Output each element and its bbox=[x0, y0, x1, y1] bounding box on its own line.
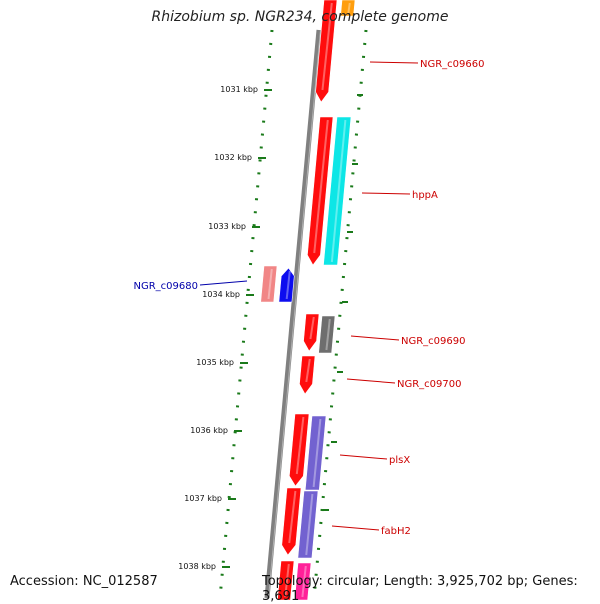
scale-tick-label: 1031 kbp bbox=[220, 85, 258, 94]
scale-tick-label: 1036 kbp bbox=[190, 426, 228, 435]
gene-label-NGR_c09660[interactable]: NGR_c09660 bbox=[420, 59, 485, 70]
cds-bottom-red-shade bbox=[284, 563, 290, 598]
cds-fabH2-purple-shade bbox=[305, 493, 314, 556]
gene-label-NGR_c09690[interactable]: NGR_c09690 bbox=[401, 336, 466, 347]
gene-leader-line bbox=[350, 335, 400, 341]
scale-tick-label: 1032 kbp bbox=[214, 153, 252, 162]
gene-label-fabH2[interactable]: fabH2 bbox=[381, 526, 411, 537]
scale-tick-label: 1035 kbp bbox=[196, 358, 234, 367]
gene-leader-line bbox=[369, 61, 419, 64]
scale-ticks: 1031 kbp 1032 kbp 1033 kbp 1034 kbp 1035 kbp… bbox=[178, 85, 272, 571]
cds-NGR_c09680-pink-shade bbox=[267, 268, 273, 300]
cds-orange-top bbox=[340, 0, 356, 17]
cds-orange-top-shade bbox=[347, 2, 351, 14]
cds-fabH2-purple bbox=[297, 490, 319, 559]
cds-plsX-purple-shade bbox=[312, 418, 322, 488]
gene-labels: NGR_c09660 hppA NGR_c09680 NGR_c09690 NGR_c0… bbox=[134, 59, 485, 537]
cds-bottom-magenta-shade bbox=[301, 565, 307, 598]
left-dotted-track bbox=[218, 29, 274, 599]
scale-tick-label: 1037 kbp bbox=[184, 494, 222, 503]
cds-NGR_c09690-red bbox=[303, 313, 320, 352]
genome-backbone bbox=[264, 29, 322, 599]
genome-title: Rhizobium sp. NGR234, complete genome bbox=[151, 9, 449, 25]
cds-hppA-cyan-shade bbox=[330, 119, 347, 263]
cds-bottom-red bbox=[277, 560, 295, 600]
scale-tick-label: 1038 kbp bbox=[178, 562, 216, 571]
gene-leader-line bbox=[199, 280, 248, 286]
gene-features bbox=[260, 0, 356, 600]
cds-NGR_c09660-shade bbox=[321, 2, 333, 91]
scale-tick-label: 1033 kbp bbox=[208, 222, 246, 231]
cds-NGR_c09700 bbox=[299, 355, 316, 395]
cds-plsX-red-shade bbox=[295, 416, 305, 475]
cds-NGR_c09690-gray bbox=[318, 315, 336, 354]
cds-hppA-red-shade bbox=[313, 119, 329, 254]
gene-leader-line bbox=[361, 192, 411, 195]
cds-bottom-magenta bbox=[294, 562, 312, 600]
accession-text: Accession: NC_012587 bbox=[10, 574, 158, 589]
gene-label-hppA[interactable]: hppA bbox=[412, 190, 438, 201]
cds-NGR_c09680-blue bbox=[278, 267, 295, 303]
scale-tick-label: 1034 kbp bbox=[202, 290, 240, 299]
cds-NGR_c09680-blue-shade bbox=[285, 270, 291, 300]
cds-NGR_c09690-red-shade bbox=[309, 316, 315, 340]
cds-fabH2-red-shade bbox=[288, 490, 297, 544]
gene-leader-line bbox=[346, 378, 396, 384]
gene-leader-line bbox=[331, 525, 380, 531]
genome-backbone-highlight bbox=[268, 29, 321, 599]
cds-fabH2-red bbox=[281, 487, 302, 556]
cds-plsX-purple bbox=[304, 415, 327, 491]
cds-hppA-cyan bbox=[323, 116, 352, 266]
cds-plsX-red bbox=[289, 413, 310, 487]
cds-NGR_c09700-shade bbox=[305, 358, 311, 383]
gene-label-NGR_c09680[interactable]: NGR_c09680 bbox=[134, 281, 199, 292]
cds-NGR_c09690-gray-shade bbox=[325, 318, 331, 351]
cds-hppA-red bbox=[307, 116, 334, 266]
gene-label-NGR_c09700[interactable]: NGR_c09700 bbox=[397, 379, 462, 390]
right-dotted-track bbox=[312, 29, 368, 599]
cds-NGR_c09680-pink bbox=[260, 265, 278, 303]
gene-label-plsX[interactable]: plsX bbox=[389, 455, 410, 466]
cds-NGR_c09660 bbox=[315, 0, 338, 103]
gene-leader-line bbox=[339, 454, 388, 460]
right-track-ticks bbox=[323, 94, 363, 511]
